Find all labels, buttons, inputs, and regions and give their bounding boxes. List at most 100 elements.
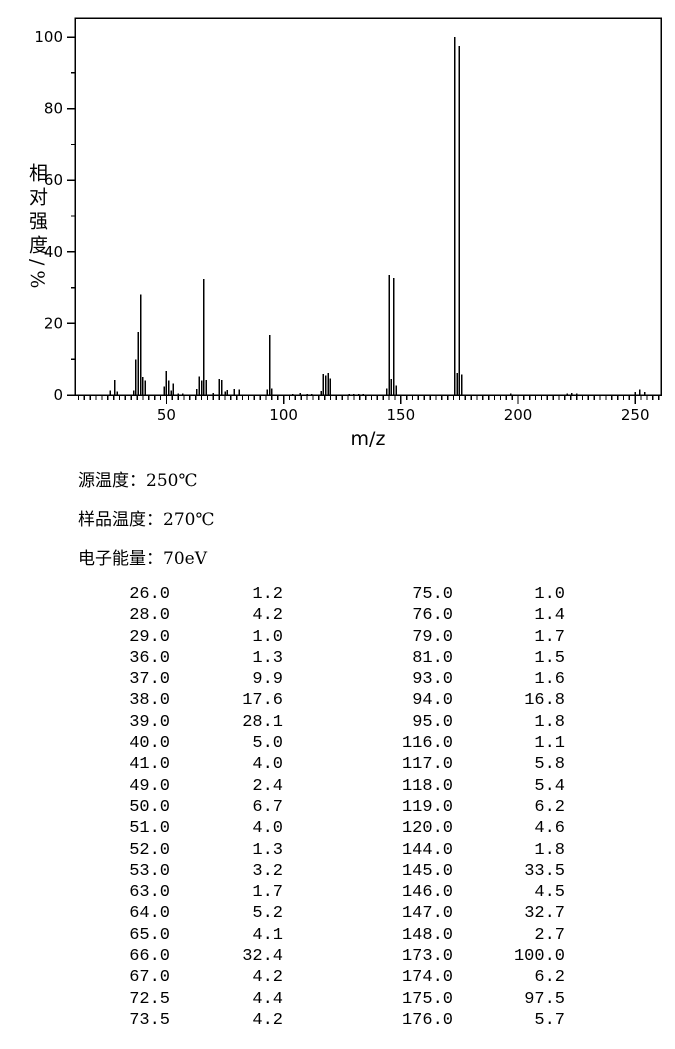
intensity-cell: 2.4 (252, 776, 283, 796)
intensity-cell: 1.0 (252, 627, 283, 647)
peak-table-row: 36.0 1.3 81.0 1.5 (95, 648, 565, 669)
mz-cell: 120.0 (401, 819, 453, 839)
mz-cell: 75.0 (412, 585, 453, 604)
y-tick-label: 40 (44, 243, 63, 261)
mz-cell: 147.0 (401, 904, 453, 924)
intensity-cell: 32.7 (524, 904, 565, 924)
intensity-cell: 1.2 (252, 585, 283, 604)
mz-cell: 53.0 (129, 861, 170, 881)
mz-cell: 145.0 (401, 861, 453, 881)
intensity-cell: 4.6 (534, 819, 565, 839)
mz-cell: 81.0 (412, 648, 453, 668)
intensity-cell: 1.6 (534, 670, 565, 690)
intensity-cell: 6.2 (534, 797, 565, 817)
intensity-cell: 33.5 (524, 861, 565, 881)
condition-electron-energy: 电子能量：70eV (78, 544, 214, 569)
mz-cell: 116.0 (401, 734, 453, 754)
x-tick-label: 250 (621, 406, 650, 424)
intensity-cell: 4.0 (252, 755, 283, 775)
mz-cell: 66.0 (129, 947, 170, 967)
mz-cell: 79.0 (412, 627, 453, 647)
mz-cell: 117.0 (401, 755, 453, 775)
peak-table-row: 64.0 5.2 147.0 32.7 (95, 903, 565, 924)
peak-table-row: 66.0 32.4 173.0 100.0 (95, 946, 565, 967)
intensity-cell: 17.6 (242, 691, 283, 711)
mz-cell: 94.0 (412, 691, 453, 711)
mz-cell: 50.0 (129, 797, 170, 817)
condition-source-temperature: 源温度：250℃ (78, 466, 214, 491)
mz-cell: 28.0 (129, 606, 170, 626)
mz-cell: 64.0 (129, 904, 170, 924)
peak-table-row: 37.0 9.9 93.0 1.6 (95, 669, 565, 690)
mz-cell: 175.0 (401, 989, 453, 1009)
peak-table-row: 73.5 4.2 176.0 5.7 (95, 1010, 565, 1031)
peak-table-row: 28.0 4.2 76.0 1.4 (95, 605, 565, 626)
mz-cell: 72.5 (129, 989, 170, 1009)
peak-table-row: 65.0 4.1 148.0 2.7 (95, 925, 565, 946)
intensity-cell: 3.2 (252, 861, 283, 881)
mz-cell: 65.0 (129, 925, 170, 945)
intensity-cell: 1.7 (534, 627, 565, 647)
mz-cell: 76.0 (412, 606, 453, 626)
intensity-cell: 16.8 (524, 691, 565, 711)
mz-cell: 26.0 (129, 585, 170, 604)
peak-table-row: 26.0 1.2 75.0 1.0 (95, 584, 565, 605)
intensity-cell: 1.7 (252, 883, 283, 903)
condition-label: 电子能量： (78, 549, 163, 569)
mz-cell: 95.0 (412, 712, 453, 732)
mz-cell: 119.0 (401, 797, 453, 817)
mz-cell: 148.0 (401, 925, 453, 945)
mz-cell: 176.0 (401, 1010, 453, 1030)
intensity-cell: 5.2 (252, 904, 283, 924)
mz-cell: 52.0 (129, 840, 170, 860)
intensity-cell: 2.7 (534, 925, 565, 945)
mz-cell: 29.0 (129, 627, 170, 647)
y-axis-title: 相对强度/% (26, 163, 48, 294)
condition-value: 250℃ (146, 471, 198, 491)
intensity-cell: 4.5 (534, 883, 565, 903)
mz-cell: 73.5 (129, 1010, 170, 1030)
mz-cell: 51.0 (129, 819, 170, 839)
mz-cell: 146.0 (401, 883, 453, 903)
mz-cell: 39.0 (129, 712, 170, 732)
intensity-cell: 4.2 (252, 606, 283, 626)
x-tick-label: 200 (504, 406, 533, 424)
mz-cell: 93.0 (412, 670, 453, 690)
mz-cell: 41.0 (129, 755, 170, 775)
intensity-cell: 9.9 (252, 670, 283, 690)
peak-table-row: 67.0 4.2 174.0 6.2 (95, 967, 565, 988)
mz-cell: 38.0 (129, 691, 170, 711)
mz-cell: 49.0 (129, 776, 170, 796)
mz-cell: 144.0 (401, 840, 453, 860)
peak-table-row: 39.0 28.1 95.0 1.8 (95, 712, 565, 733)
intensity-cell: 1.3 (252, 840, 283, 860)
intensity-cell: 4.1 (252, 925, 283, 945)
intensity-cell: 4.2 (252, 968, 283, 988)
analysis-conditions: 源温度：250℃ 样品温度：270℃ 电子能量：70eV (78, 466, 214, 583)
condition-label: 样品温度： (78, 510, 163, 530)
intensity-cell: 28.1 (242, 712, 283, 732)
intensity-cell: 5.7 (534, 1010, 565, 1030)
y-tick-label: 60 (44, 171, 63, 189)
intensity-cell: 1.8 (534, 840, 565, 860)
peak-table-row: 52.0 1.3 144.0 1.8 (95, 840, 565, 861)
y-tick-label: 20 (44, 314, 63, 332)
x-tick-label: 50 (157, 406, 176, 424)
peak-table-row: 38.0 17.6 94.0 16.8 (95, 690, 565, 711)
peak-table-row: 63.0 1.7 146.0 4.5 (95, 882, 565, 903)
mz-cell: 37.0 (129, 670, 170, 690)
peak-table-row: 50.0 6.7 119.0 6.2 (95, 797, 565, 818)
peak-table-row: 72.5 4.4 175.0 97.5 (95, 989, 565, 1010)
peak-table: 26.0 1.2 75.0 1.0 28.0 4.2 76.0 1.4 29.0 1.0 79.0 1… (95, 584, 565, 1031)
x-tick-label: 150 (386, 406, 415, 424)
intensity-cell: 4.0 (252, 819, 283, 839)
condition-sample-temperature: 样品温度：270℃ (78, 505, 214, 530)
y-tick-label: 100 (34, 28, 63, 46)
mz-cell: 118.0 (401, 776, 453, 796)
intensity-cell: 1.4 (534, 606, 565, 626)
intensity-cell: 4.2 (252, 1010, 283, 1030)
peak-table-row: 49.0 2.4 118.0 5.4 (95, 776, 565, 797)
peak-table-row: 29.0 1.0 79.0 1.7 (95, 627, 565, 648)
peak-table-row: 41.0 4.0 117.0 5.8 (95, 754, 565, 775)
